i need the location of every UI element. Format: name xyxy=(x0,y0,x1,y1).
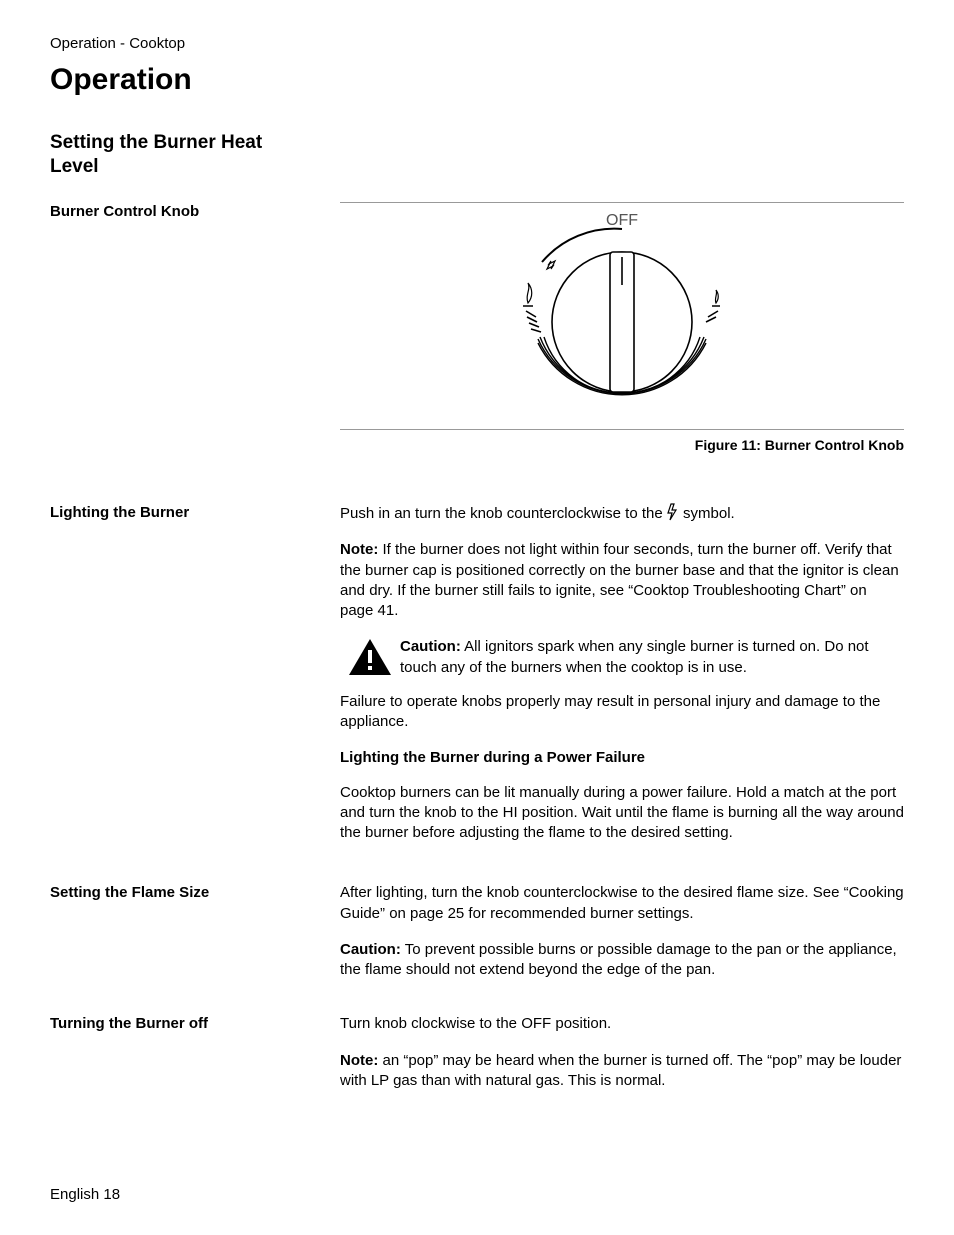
lighting-subheading: Lighting the Burner during a Power Failu… xyxy=(340,748,904,768)
caution-block: Caution: All ignitors spark when any sin… xyxy=(340,637,904,678)
flame-caution-label: Caution: xyxy=(340,941,401,958)
lighting-p3: Cooktop burners can be lit manually duri… xyxy=(340,783,904,844)
label-burner-knob: Burner Control Knob xyxy=(50,202,340,222)
lighting-note: Note: If the burner does not light withi… xyxy=(340,540,904,621)
flame-caution-body: To prevent possible burns or possible da… xyxy=(340,941,897,978)
breadcrumb: Operation - Cooktop xyxy=(50,34,904,54)
caution-body: All ignitors spark when any single burne… xyxy=(400,638,869,675)
off-note-body: an “pop” may be heard when the burner is… xyxy=(340,1052,901,1089)
lighting-p2: Failure to operate knobs properly may re… xyxy=(340,692,904,733)
off-p1: Turn knob clockwise to the OFF position. xyxy=(340,1014,904,1034)
flame-p1: After lighting, turn the knob counterclo… xyxy=(340,883,904,924)
note-label: Note: xyxy=(340,541,378,558)
warning-icon xyxy=(340,637,400,677)
caution-label: Caution: xyxy=(400,638,461,655)
flame-caution: Caution: To prevent possible burns or po… xyxy=(340,940,904,981)
caution-text: Caution: All ignitors spark when any sin… xyxy=(400,637,904,678)
page-title: Operation xyxy=(50,60,904,101)
off-label: OFF xyxy=(606,212,638,229)
spark-icon xyxy=(667,503,679,521)
page-footer: English 18 xyxy=(50,1185,120,1205)
figure-burner-knob: OFF xyxy=(340,202,904,430)
off-note-label: Note: xyxy=(340,1052,378,1069)
note-text: If the burner does not light within four… xyxy=(340,541,899,619)
lighting-p1a: Push in an turn the knob counterclockwis… xyxy=(340,505,667,522)
figure-caption: Figure 11: Burner Control Knob xyxy=(340,436,904,455)
label-flame: Setting the Flame Size xyxy=(50,883,340,903)
section-heading: Setting the Burner Heat Level xyxy=(50,131,290,179)
lighting-p1: Push in an turn the knob counterclockwis… xyxy=(340,503,904,524)
label-off: Turning the Burner off xyxy=(50,1014,340,1034)
lighting-p1b: symbol. xyxy=(683,505,735,522)
off-note: Note: an “pop” may be heard when the bur… xyxy=(340,1051,904,1092)
label-lighting: Lighting the Burner xyxy=(50,503,340,523)
knob-diagram-icon: OFF xyxy=(492,207,752,427)
